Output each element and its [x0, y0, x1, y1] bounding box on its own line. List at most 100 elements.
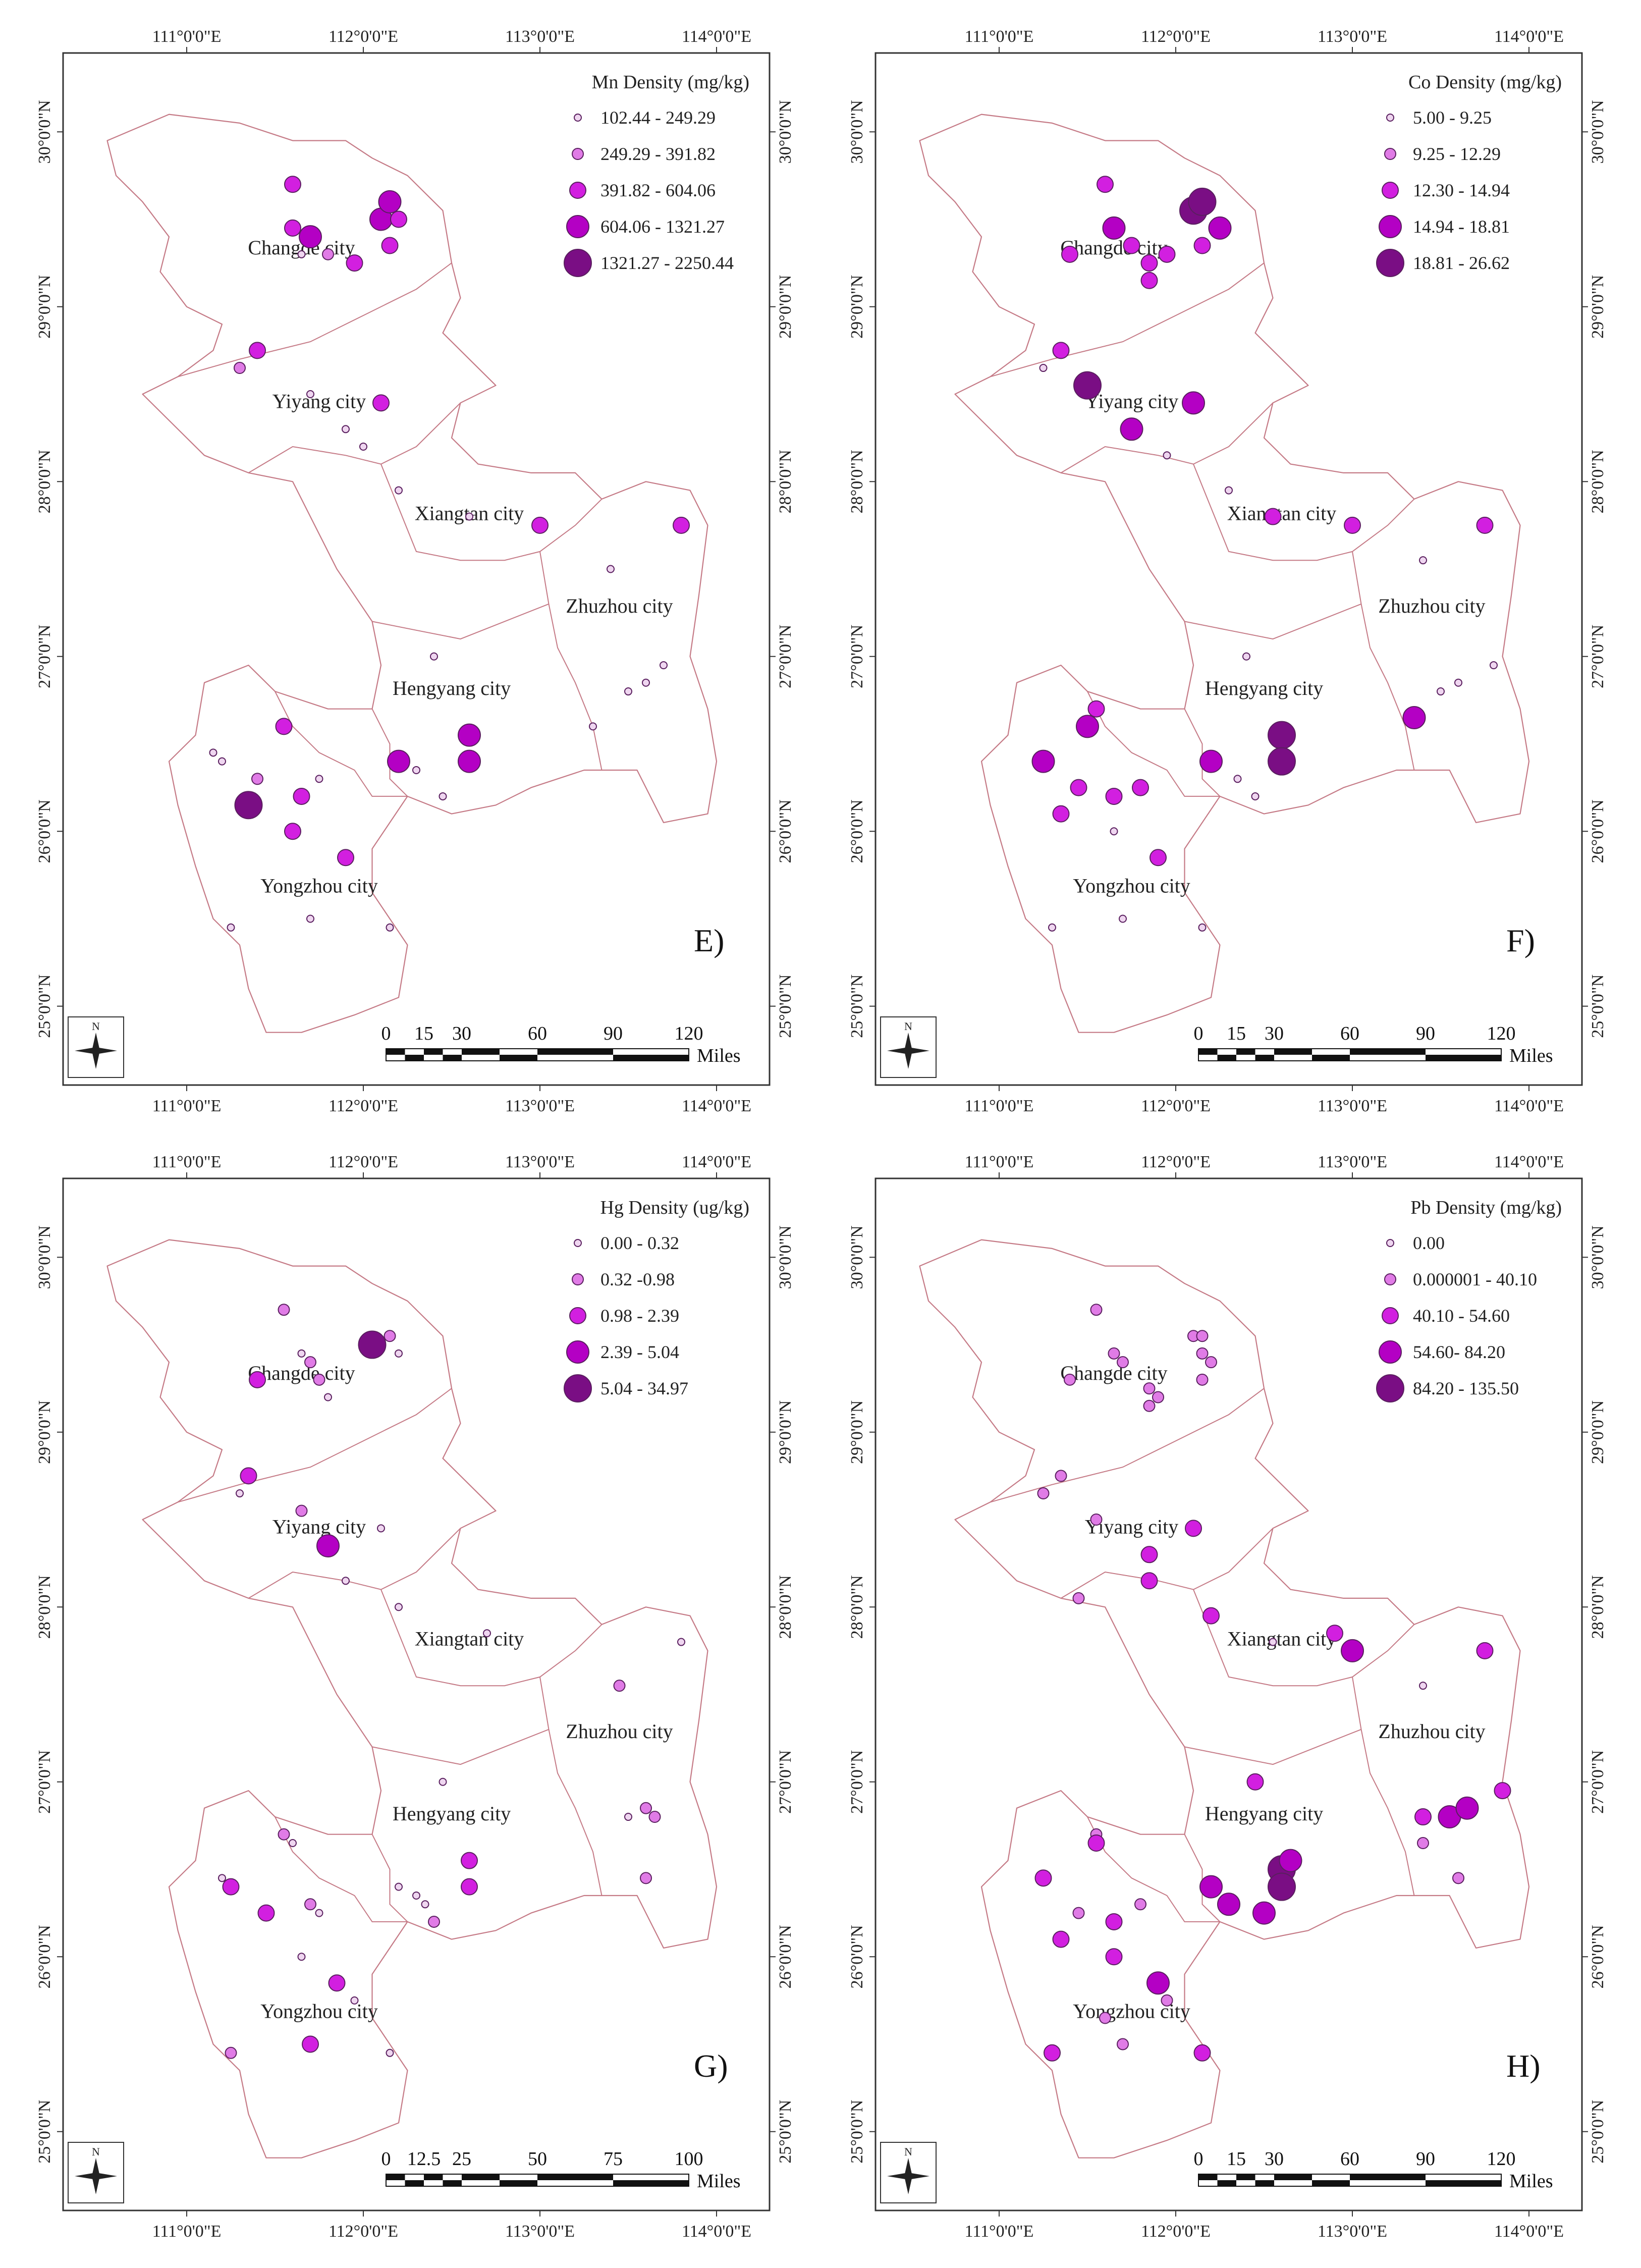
lon-tick-label-bottom: 113°0'0"E: [1318, 2222, 1387, 2241]
sample-point: [295, 1504, 308, 1517]
city-boundary: [178, 262, 452, 377]
sample-point: [531, 516, 549, 534]
lat-tick-label-right: 28°0'0"N: [1589, 450, 1607, 513]
sample-point: [1108, 1347, 1120, 1360]
sample-point: [315, 775, 323, 783]
scale-bar-segment: [1217, 1055, 1236, 1061]
sample-point: [306, 914, 314, 923]
legend-symbol: [569, 1307, 586, 1324]
sample-point: [350, 1996, 359, 2005]
sample-point: [1070, 779, 1087, 796]
lon-tick-label-top: 114°0'0"E: [1494, 1153, 1564, 1171]
scale-bar-segment: [1312, 2180, 1350, 2186]
scale-bar-tick: 90: [1416, 1023, 1435, 1044]
sample-point: [387, 749, 410, 773]
sample-point: [227, 923, 235, 932]
city-boundary: [1184, 1729, 1361, 1765]
scale-bar-segment: [1198, 2174, 1218, 2180]
sample-point: [299, 225, 322, 249]
sample-point: [1105, 1913, 1123, 1930]
sample-point: [1143, 1382, 1156, 1395]
lat-tick-label-left: 30°0'0"N: [35, 1225, 54, 1289]
sample-point: [1037, 1487, 1050, 1500]
sample-point: [1341, 1639, 1364, 1662]
scale-bar-unit: Miles: [697, 2171, 741, 2192]
sample-point: [1039, 364, 1048, 372]
city-label: Hengyang city: [393, 1802, 511, 1825]
sample-point: [316, 1534, 340, 1557]
scale-bar-segment: [405, 1055, 424, 1061]
sample-point: [458, 723, 481, 747]
sample-point: [640, 1872, 652, 1884]
lat-tick-label-right: 28°0'0"N: [776, 450, 795, 513]
lat-tick-label-right: 29°0'0"N: [776, 1400, 795, 1464]
map-frame: [62, 52, 771, 1086]
legend-class-label: 249.29 - 391.82: [600, 144, 716, 164]
scale-bar-tick: 60: [528, 1023, 547, 1044]
lat-tick-label-left: 28°0'0"N: [35, 450, 54, 513]
sample-point: [1123, 237, 1140, 254]
scale-bar-segment: [443, 2180, 462, 2186]
sample-point: [225, 2046, 237, 2059]
city-boundary: [539, 1677, 603, 1896]
lat-tick-label-right: 25°0'0"N: [776, 2100, 795, 2164]
legend-title: Pb Density (mg/kg): [1410, 1197, 1562, 1218]
sample-point: [236, 1489, 244, 1498]
legend-class-label: 14.94 - 18.81: [1413, 217, 1510, 237]
sample-point: [1146, 1971, 1170, 1995]
sample-point: [1090, 1304, 1103, 1316]
lon-tick-label-top: 111°0'0"E: [965, 27, 1034, 46]
panel-label: H): [1506, 2048, 1541, 2084]
sample-point: [315, 1909, 323, 1917]
sample-point: [1414, 1808, 1432, 1826]
sample-point: [359, 442, 367, 451]
sample-point: [395, 1882, 403, 1891]
scale-bar-segment: [1426, 1055, 1501, 1061]
lon-tick-label-top: 111°0'0"E: [965, 1153, 1034, 1171]
city-boundary: [1060, 1528, 1274, 1599]
scale-bar-tick: 0: [381, 2148, 391, 2170]
scale-bar-segment: [1198, 1049, 1218, 1055]
sample-point: [209, 748, 217, 757]
legend-symbol: [1382, 182, 1399, 199]
sample-point: [439, 792, 447, 800]
sample-point: [1242, 652, 1250, 661]
legend-symbol: [1379, 1340, 1402, 1364]
sample-point: [1061, 245, 1078, 263]
sample-point: [1102, 216, 1126, 240]
sample-point: [1199, 1875, 1223, 1899]
sample-point: [1199, 749, 1223, 773]
scale-bar-tick: 120: [675, 1023, 703, 1044]
lon-tick-label-top: 114°0'0"E: [682, 1153, 751, 1171]
sample-point: [284, 176, 301, 193]
lon-tick-label-top: 114°0'0"E: [682, 27, 751, 46]
city-label: Zhuzhou city: [1378, 1720, 1485, 1743]
sample-point: [1140, 272, 1158, 289]
sample-point: [624, 1813, 632, 1821]
lon-tick-label-top: 113°0'0"E: [505, 1153, 575, 1171]
legend-class-label: 54.60- 84.20: [1413, 1342, 1505, 1362]
sample-point: [251, 773, 263, 785]
sample-point: [306, 390, 314, 399]
sample-point: [1140, 254, 1158, 272]
map-panel-F: 111°0'0"E 111°0'0"E 112°0'0"E 112°0'0"E 113°…: [848, 27, 1607, 1115]
sample-point: [1076, 715, 1099, 738]
city-label: Hengyang city: [1205, 1802, 1323, 1825]
scale-bar-tick: 90: [604, 1023, 623, 1044]
city-label: Yiyang city: [1085, 390, 1179, 413]
lon-tick-label-top: 111°0'0"E: [152, 27, 222, 46]
legend-symbol: [572, 1273, 584, 1285]
sample-point: [1120, 417, 1143, 441]
lat-tick-label-left: 25°0'0"N: [35, 2100, 54, 2164]
sample-point: [395, 486, 403, 495]
lat-tick-label-right: 26°0'0"N: [1589, 1925, 1607, 1988]
sample-point: [278, 1828, 290, 1841]
scale-bar-tick: 30: [1265, 1023, 1284, 1044]
lon-tick-label-bottom: 114°0'0"E: [1494, 2222, 1564, 2241]
sample-point: [1417, 1837, 1429, 1850]
legend-class-label: 5.04 - 34.97: [600, 1378, 688, 1398]
sample-point: [1326, 1625, 1343, 1642]
sample-point: [1161, 1994, 1173, 2007]
lat-tick-label-right: 27°0'0"N: [1589, 1750, 1607, 1814]
lon-tick-label-top: 113°0'0"E: [505, 27, 575, 46]
